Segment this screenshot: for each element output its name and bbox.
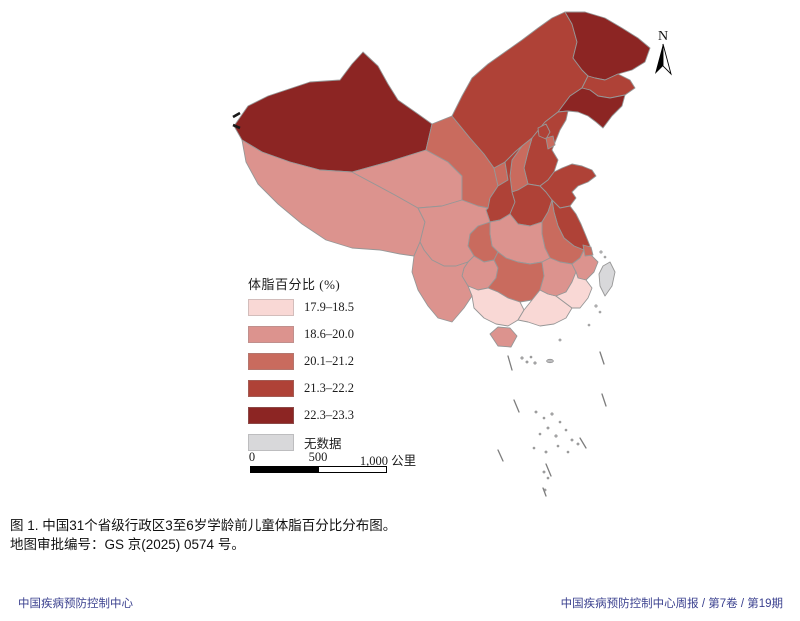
caption-line-2: 地图审批编号：GS 京(2025) 0574 号。 xyxy=(10,537,245,552)
legend-row: 22.3–23.3 xyxy=(248,407,398,424)
province-tianjin xyxy=(545,135,556,150)
legend-label-2: 18.6–20.0 xyxy=(304,327,354,341)
scale-tick-0: 0 xyxy=(248,450,256,464)
legend-row: 17.9–18.5 xyxy=(248,299,398,316)
legend-swatch-2 xyxy=(248,326,294,343)
legend-row: 20.1–21.2 xyxy=(248,353,398,370)
legend-swatch-3 xyxy=(248,353,294,370)
north-label: N xyxy=(658,29,668,44)
legend-label-4: 21.3–22.2 xyxy=(304,381,354,395)
legend-row: 21.3–22.2 xyxy=(248,380,398,397)
scale-tick-500: 500 xyxy=(308,450,328,464)
legend-swatch-5 xyxy=(248,407,294,424)
province-beijing xyxy=(537,123,551,140)
province-shanghai xyxy=(582,244,594,257)
scale-bar-black-segment xyxy=(250,466,318,473)
boundary-marks xyxy=(232,111,241,130)
province-yunnan xyxy=(411,241,473,323)
north-arrow-icon: N xyxy=(655,29,672,76)
south-china-sea-islands xyxy=(520,355,580,492)
legend-swatch-nodata xyxy=(248,434,294,451)
map-legend: 体脂百分比 (%) 17.9–18.5 18.6–20.0 20.1–21.2 … xyxy=(248,274,398,461)
legend-row: 无数据 xyxy=(248,434,398,451)
legend-swatch-1 xyxy=(248,299,294,316)
scale-bar-graphic xyxy=(250,466,387,473)
province-hainan xyxy=(489,326,518,348)
nine-dash-line xyxy=(497,351,607,497)
footer-journal-info: 中国疾病预防控制中心周报 / 第7卷 / 第19期 xyxy=(560,598,783,610)
caption-line-1: 图 1. 中国31个省级行政区3至6岁学龄前儿童体脂百分比分布图。 xyxy=(10,518,397,533)
province-fujian xyxy=(555,271,593,309)
scale-bar-white-segment xyxy=(318,466,387,473)
coastal-islands xyxy=(558,250,607,342)
legend-swatch-4 xyxy=(248,380,294,397)
province-taiwan xyxy=(598,261,616,297)
legend-label-3: 20.1–21.2 xyxy=(304,354,354,368)
legend-title: 体脂百分比 (%) xyxy=(248,277,341,292)
legend-label-5: 22.3–23.3 xyxy=(304,408,354,422)
scale-bar: 0 500 1,000 公里 xyxy=(248,450,420,476)
legend-label-1: 17.9–18.5 xyxy=(304,300,354,314)
footer-organization: 中国疾病预防控制中心 xyxy=(18,598,133,610)
scale-tick-1000: 1,000 公里 xyxy=(359,454,417,468)
legend-row: 18.6–20.0 xyxy=(248,326,398,343)
figure-caption: 图 1. 中国31个省级行政区3至6岁学龄前儿童体脂百分比分布图。 地图审批编号… xyxy=(10,516,396,554)
legend-label-nodata: 无数据 xyxy=(304,437,342,451)
